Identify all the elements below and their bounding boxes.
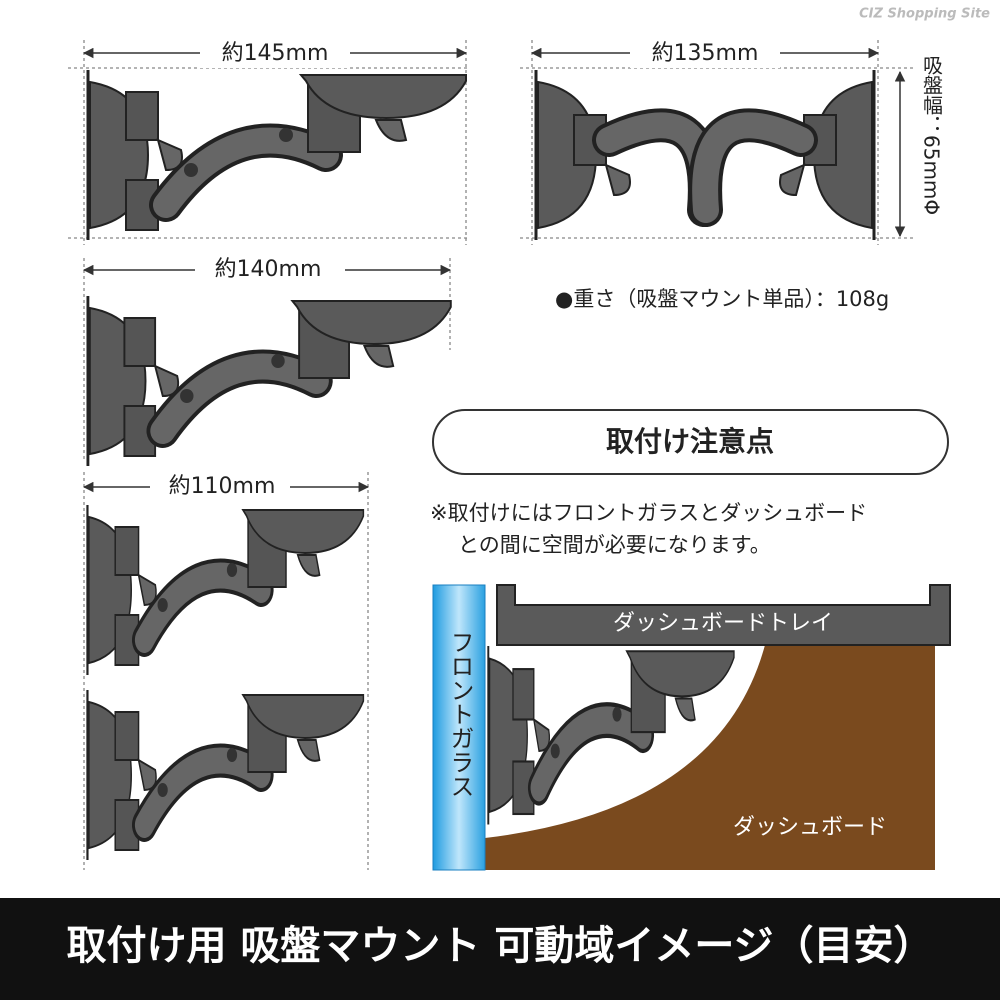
- mount: [87, 505, 363, 675]
- mount-right: [705, 70, 874, 240]
- mount-left: [536, 70, 705, 240]
- caution-title: 取付け注意点: [606, 425, 774, 458]
- caution-line: との間に空間が必要になります。: [458, 533, 771, 557]
- dashboard-label: ダッシュボード: [733, 815, 887, 840]
- weight: ●重さ（吸盤マウント単品）：108g: [555, 287, 889, 311]
- label-bg: [630, 38, 780, 68]
- caution-pill: [432, 409, 949, 475]
- dim-label: 約145mm: [222, 41, 329, 66]
- label-bg: [200, 38, 350, 68]
- label-bg: [195, 255, 345, 285]
- footer: [0, 898, 1000, 1000]
- label-bg: [150, 472, 290, 502]
- mount: [87, 690, 363, 860]
- dim-label: 約110mm: [169, 474, 276, 499]
- dim-label: 約140mm: [215, 257, 322, 282]
- caution-line: ※取付けにはフロントガラスとダッシュボード: [430, 501, 867, 525]
- dim-label: 約135mm: [652, 41, 759, 66]
- dashboard: [485, 645, 935, 870]
- tray-label: ダッシュボードトレイ: [613, 611, 833, 636]
- mount: [88, 296, 451, 466]
- tray: [496, 584, 951, 646]
- mount: [88, 70, 466, 240]
- footer-title: 取付け用 吸盤マウント 可動域イメージ（目安）: [66, 923, 933, 969]
- cup-width: 吸盤幅：65mmΦ: [920, 55, 944, 215]
- watermark: CIZ Shopping Site: [859, 7, 990, 22]
- windshield-label: フロントガラス: [446, 630, 474, 798]
- windshield: [432, 584, 486, 871]
